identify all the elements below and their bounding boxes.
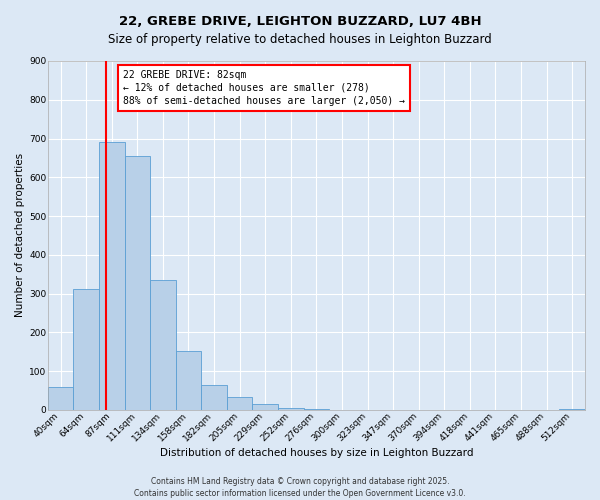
Bar: [48, 388, 73, 410]
Text: 22 GREBE DRIVE: 82sqm
← 12% of detached houses are smaller (278)
88% of semi-det: 22 GREBE DRIVE: 82sqm ← 12% of detached …: [123, 70, 405, 106]
Bar: [73, 289, 99, 410]
Bar: [201, 384, 227, 410]
Bar: [559, 408, 585, 410]
Text: Size of property relative to detached houses in Leighton Buzzard: Size of property relative to detached ho…: [108, 32, 492, 46]
Bar: [125, 156, 150, 410]
Bar: [176, 350, 201, 410]
Bar: [278, 408, 304, 410]
Bar: [253, 404, 278, 410]
Text: 22, GREBE DRIVE, LEIGHTON BUZZARD, LU7 4BH: 22, GREBE DRIVE, LEIGHTON BUZZARD, LU7 4…: [119, 15, 481, 28]
Bar: [99, 142, 125, 410]
X-axis label: Distribution of detached houses by size in Leighton Buzzard: Distribution of detached houses by size …: [160, 448, 473, 458]
Text: Contains HM Land Registry data © Crown copyright and database right 2025.
Contai: Contains HM Land Registry data © Crown c…: [134, 476, 466, 498]
Bar: [150, 280, 176, 410]
Bar: [227, 398, 253, 410]
Y-axis label: Number of detached properties: Number of detached properties: [15, 154, 25, 318]
